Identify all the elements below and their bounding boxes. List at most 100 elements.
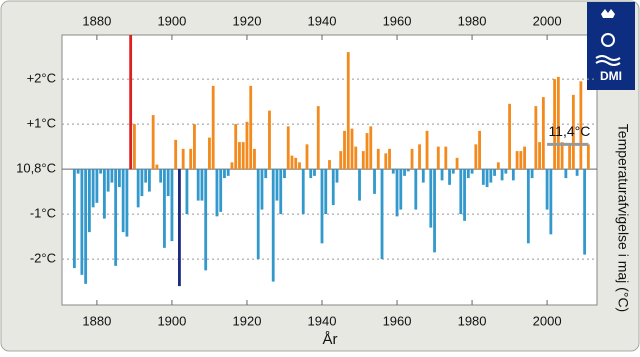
bar xyxy=(414,169,418,210)
bar xyxy=(129,35,133,170)
bar xyxy=(286,126,290,170)
bar xyxy=(121,169,125,233)
bar xyxy=(481,169,485,185)
bar xyxy=(421,169,425,183)
bar xyxy=(376,148,380,170)
bar xyxy=(571,94,575,170)
bar xyxy=(238,142,241,170)
bar xyxy=(538,142,542,170)
bar xyxy=(369,126,373,170)
bar xyxy=(440,169,444,181)
bar xyxy=(489,169,493,183)
x-tick-label: 1940 xyxy=(308,313,337,328)
bar xyxy=(84,169,88,284)
bar xyxy=(80,169,84,275)
bar xyxy=(365,133,369,170)
bar xyxy=(249,85,253,170)
bar xyxy=(260,169,264,210)
bar xyxy=(185,169,189,215)
bar xyxy=(328,160,331,170)
bar xyxy=(174,139,178,170)
bar xyxy=(196,169,200,201)
bar xyxy=(230,162,234,170)
bar xyxy=(553,79,557,170)
bar xyxy=(354,146,358,170)
bar xyxy=(117,169,121,188)
bar xyxy=(125,169,129,237)
bar xyxy=(290,155,294,170)
bar xyxy=(406,169,410,172)
bar xyxy=(515,151,519,170)
bar xyxy=(519,151,523,170)
bar xyxy=(170,169,174,242)
bar xyxy=(530,169,534,179)
bar xyxy=(425,130,429,170)
bar xyxy=(200,169,204,201)
bar xyxy=(253,148,256,170)
bar xyxy=(91,169,95,208)
bar xyxy=(133,124,136,170)
bar xyxy=(560,142,564,170)
bar xyxy=(102,169,106,219)
bar xyxy=(166,169,170,197)
bar xyxy=(245,121,249,170)
bar xyxy=(541,97,545,170)
bar xyxy=(466,169,470,179)
bar xyxy=(320,169,324,244)
bar xyxy=(279,169,283,215)
bar xyxy=(256,169,260,260)
bar xyxy=(189,148,193,170)
bar xyxy=(508,103,511,170)
bar xyxy=(136,169,140,208)
bar xyxy=(140,169,144,197)
x-tick-label-top: 1960 xyxy=(383,13,412,28)
bar xyxy=(346,52,350,170)
bar xyxy=(579,81,583,170)
bar xyxy=(99,169,103,174)
x-tick-label: 2000 xyxy=(533,313,562,328)
bar xyxy=(144,169,148,183)
bar xyxy=(324,169,328,215)
bar xyxy=(391,169,395,174)
bar xyxy=(339,151,343,170)
x-tick-label: 1920 xyxy=(233,313,262,328)
x-axis-label: År xyxy=(323,331,338,348)
bar xyxy=(110,169,114,183)
bar xyxy=(268,110,271,170)
bar xyxy=(410,148,414,170)
bar xyxy=(478,130,481,170)
bar xyxy=(361,151,365,170)
bar xyxy=(264,169,268,179)
bar xyxy=(511,169,515,181)
y-tick-label: +1°C xyxy=(27,116,56,131)
logo-sun xyxy=(601,33,615,47)
bar xyxy=(523,146,526,170)
bar xyxy=(215,169,219,217)
bar xyxy=(380,169,384,260)
bar xyxy=(485,169,489,188)
bar xyxy=(208,137,211,170)
bar xyxy=(388,148,391,170)
x-tick-label-top: 1940 xyxy=(308,13,337,28)
bar xyxy=(403,169,406,176)
bar xyxy=(556,76,560,170)
bar xyxy=(223,169,226,179)
bar xyxy=(444,146,448,170)
bar xyxy=(500,169,504,181)
bar xyxy=(155,164,159,170)
bar xyxy=(451,169,455,174)
bar xyxy=(358,169,361,201)
bar xyxy=(459,169,463,215)
bar xyxy=(429,169,433,228)
bar xyxy=(301,169,305,215)
bar xyxy=(418,144,421,170)
x-tick-label-top: 1980 xyxy=(458,13,487,28)
bar xyxy=(331,169,335,206)
bar xyxy=(395,169,399,217)
y-tick-label: +2°C xyxy=(27,71,56,86)
bar xyxy=(234,124,238,170)
y-axis-label: Temperaturafvigelse i maj (°C) xyxy=(615,124,631,312)
bar xyxy=(436,146,440,170)
bar xyxy=(294,157,298,170)
logo: DMI xyxy=(587,2,635,90)
